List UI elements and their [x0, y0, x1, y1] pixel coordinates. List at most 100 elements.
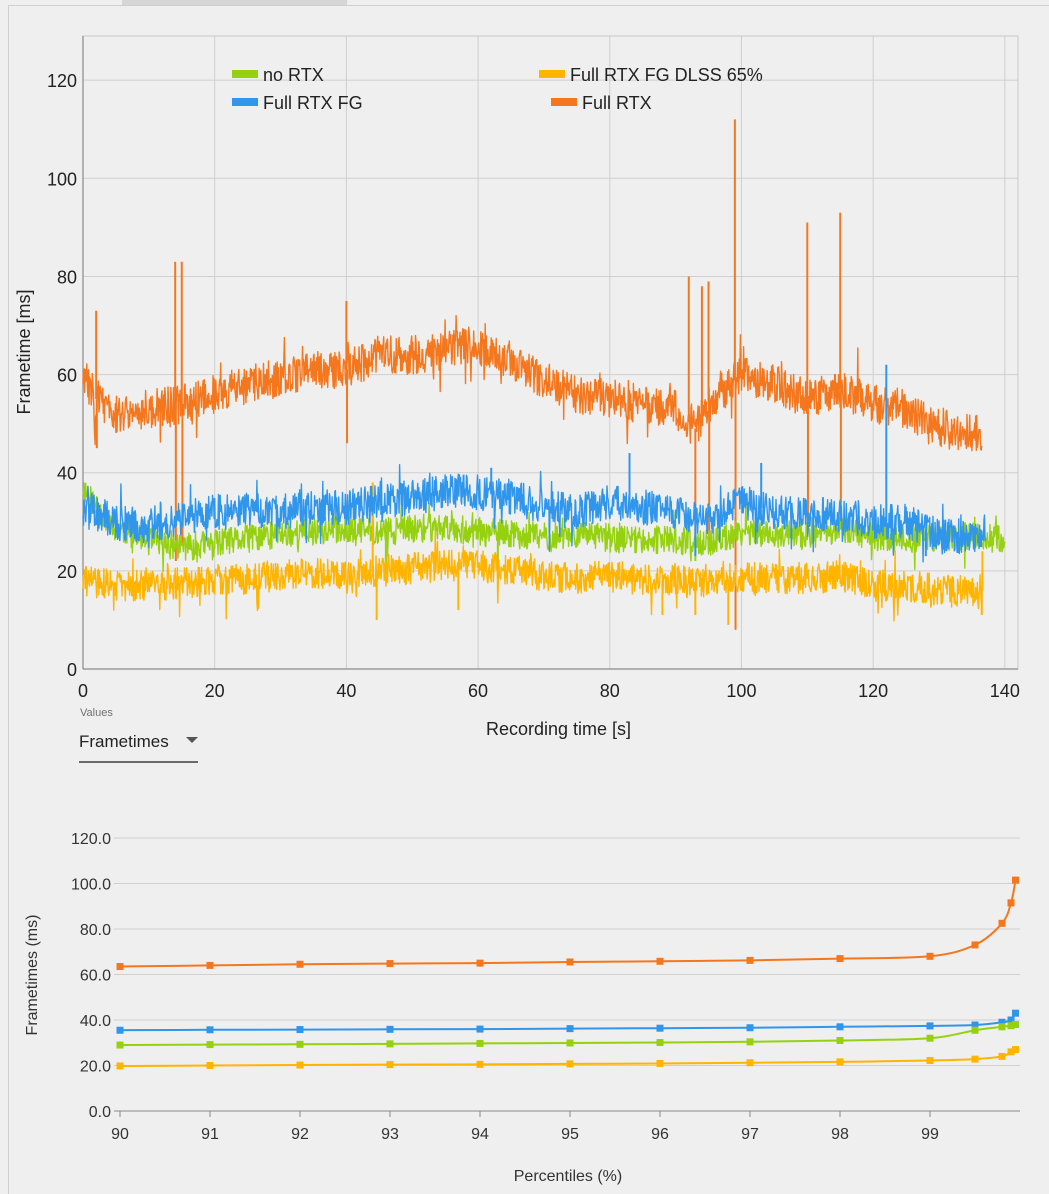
percentile-point-full_rtx_fg_dlss — [566, 1060, 574, 1068]
percentile-point-full_rtx_fg_dlss — [206, 1062, 214, 1069]
legend-label: Full RTX — [582, 93, 652, 113]
legend-swatch-full_rtx_fg_dlss — [539, 70, 565, 78]
percentile-point-no_rtx — [836, 1036, 844, 1044]
x-tick-label: 99 — [921, 1126, 939, 1143]
values-dropdown-selected: Frametimes — [79, 732, 169, 751]
percentile-point-no_rtx — [296, 1040, 304, 1048]
percentile-point-full_rtx_fg — [1012, 1009, 1019, 1017]
x-tick-label: 95 — [561, 1126, 579, 1143]
percentile-point-no_rtx — [116, 1041, 124, 1049]
percentile-point-full_rtx_fg — [926, 1022, 934, 1030]
x-tick-label: 96 — [651, 1126, 669, 1143]
percentile-point-full_rtx — [476, 959, 484, 967]
x-tick-label: 80 — [600, 681, 620, 701]
percentile-point-full_rtx — [206, 961, 214, 969]
x-axis-title: Percentiles (%) — [514, 1168, 622, 1185]
percentile-point-full_rtx_fg — [746, 1024, 754, 1032]
legend-label: Full RTX FG — [263, 93, 363, 113]
x-tick-label: 94 — [471, 1126, 489, 1143]
percentile-chart: 0.0 20.0 40.0 60.0 80.0 100.0 120.0 90 91 92 93 94 9… — [24, 831, 1020, 1185]
percentile-point-full_rtx — [566, 958, 574, 966]
percentile-point-no_rtx — [206, 1041, 214, 1049]
percentile-point-full_rtx — [746, 956, 754, 964]
series-line-full_rtx_fg_dlss — [82, 530, 983, 622]
percentile-point-no_rtx — [1012, 1021, 1019, 1029]
percentile-point-full_rtx_fg_dlss — [746, 1059, 754, 1067]
y-tick-label: 100.0 — [71, 877, 111, 894]
percentile-point-full_rtx — [1012, 876, 1019, 884]
percentile-point-full_rtx — [296, 960, 304, 968]
x-tick-label: 90 — [111, 1126, 129, 1143]
percentile-point-full_rtx_fg_dlss — [476, 1060, 484, 1068]
x-tick-label: 140 — [990, 681, 1020, 701]
series-line-no_rtx — [82, 482, 1006, 573]
x-tick-label: 60 — [468, 681, 488, 701]
y-tick-label: 120.0 — [71, 831, 111, 848]
x-tick-label: 120 — [858, 681, 888, 701]
y-axis-title: Frametime [ms] — [14, 289, 34, 414]
percentile-point-full_rtx_fg_dlss — [1007, 1048, 1015, 1056]
legend-label: no RTX — [263, 65, 324, 85]
percentile-point-no_rtx — [656, 1039, 664, 1047]
percentile-point-full_rtx_fg — [836, 1023, 844, 1031]
percentile-point-full_rtx_fg — [116, 1026, 124, 1034]
y-tick-label: 80 — [57, 267, 77, 287]
y-axis-title: Frametimes (ms) — [24, 915, 41, 1036]
percentile-point-full_rtx_fg_dlss — [386, 1061, 394, 1069]
percentile-point-full_rtx — [998, 919, 1006, 927]
percentile-point-full_rtx_fg — [971, 1021, 979, 1029]
percentile-point-full_rtx_fg — [1007, 1016, 1015, 1024]
percentile-point-full_rtx_fg — [566, 1025, 574, 1033]
percentile-point-full_rtx_fg_dlss — [296, 1061, 304, 1069]
percentile-point-no_rtx — [926, 1034, 934, 1042]
y-tick-label: 20 — [57, 562, 77, 582]
x-tick-label: 92 — [291, 1126, 309, 1143]
percentile-point-full_rtx_fg_dlss — [836, 1058, 844, 1066]
y-tick-label: 0.0 — [89, 1104, 111, 1121]
percentile-point-full_rtx_fg — [386, 1025, 394, 1033]
legend-swatch-no_rtx — [232, 70, 258, 78]
y-tick-label: 120 — [47, 71, 77, 91]
percentile-point-full_rtx_fg — [998, 1018, 1006, 1026]
y-tick-label: 80.0 — [80, 922, 111, 939]
series-line-full_rtx — [82, 315, 983, 452]
percentile-line-full_rtx — [119, 879, 1017, 968]
y-tick-label: 20.0 — [80, 1059, 111, 1076]
y-tick-label: 0 — [67, 660, 77, 680]
x-tick-label: 40 — [336, 681, 356, 701]
percentile-point-full_rtx — [1007, 899, 1015, 907]
percentile-point-no_rtx — [998, 1023, 1006, 1031]
percentile-point-full_rtx_fg — [656, 1024, 664, 1032]
top-tab-strip — [122, 0, 347, 5]
percentile-point-full_rtx_fg_dlss — [926, 1056, 934, 1064]
x-tick-label: 97 — [741, 1126, 759, 1143]
percentile-point-full_rtx_fg_dlss — [656, 1059, 664, 1067]
series-line-full_rtx_fg — [82, 464, 986, 563]
percentile-point-full_rtx — [971, 941, 979, 949]
percentile-point-full_rtx — [656, 957, 664, 965]
percentile-point-full_rtx_fg — [296, 1026, 304, 1034]
percentile-point-full_rtx — [386, 960, 394, 968]
y-tick-label: 100 — [47, 169, 77, 189]
y-tick-label: 60 — [57, 366, 77, 386]
y-tick-label: 40 — [57, 464, 77, 484]
x-tick-label: 98 — [831, 1126, 849, 1143]
percentile-point-full_rtx_fg_dlss — [1012, 1046, 1019, 1054]
x-tick-label: 93 — [381, 1126, 399, 1143]
x-tick-label: 100 — [726, 681, 756, 701]
legend-swatch-full_rtx — [551, 98, 577, 106]
percentile-point-full_rtx_fg — [206, 1026, 214, 1034]
percentile-point-full_rtx — [116, 963, 124, 971]
legend-swatch-full_rtx_fg — [232, 98, 258, 106]
percentile-point-full_rtx_fg_dlss — [971, 1055, 979, 1063]
y-tick-label: 60.0 — [80, 968, 111, 985]
percentile-point-no_rtx — [1007, 1022, 1015, 1030]
percentile-point-no_rtx — [971, 1026, 979, 1034]
values-dropdown[interactable]: Frametimes — [79, 729, 198, 763]
percentile-point-no_rtx — [746, 1038, 754, 1046]
frametime-chart: 0 20 40 60 80 100 120 0 20 40 60 80 100 120 140 no RTX F… — [14, 35, 1020, 739]
values-label: Values — [80, 707, 113, 719]
percentile-point-no_rtx — [476, 1039, 484, 1047]
x-axis-title: Recording time [s] — [486, 719, 631, 739]
percentile-point-full_rtx — [926, 952, 934, 960]
